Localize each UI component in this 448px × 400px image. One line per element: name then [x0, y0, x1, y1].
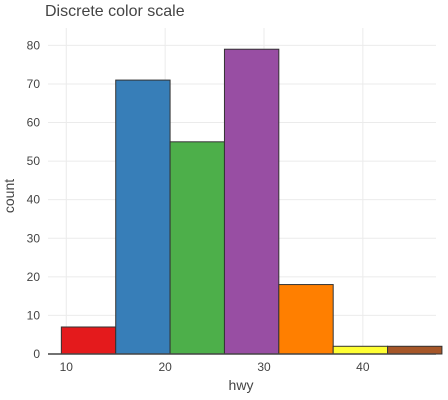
histogram-bar — [115, 79, 171, 355]
y-tick-label: 0 — [33, 347, 40, 361]
y-tick-label: 10 — [27, 308, 41, 322]
histogram-bar — [387, 345, 443, 355]
histogram-bar — [223, 48, 280, 355]
histogram-bar — [332, 345, 389, 355]
y-tick-label: 70 — [27, 77, 41, 91]
x-tick-label: 30 — [257, 360, 271, 374]
histogram-bars — [60, 48, 443, 355]
y-tick-label: 20 — [27, 270, 41, 284]
x-tick-label: 40 — [356, 360, 370, 374]
chart-title: Discrete color scale — [45, 3, 185, 20]
x-tick-label: 20 — [158, 360, 172, 374]
y-tick-label: 40 — [27, 193, 41, 207]
y-tick-label: 50 — [27, 154, 41, 168]
y-tick-label: 30 — [27, 231, 41, 245]
y-tick-label: 60 — [27, 116, 41, 130]
x-tick-label: 10 — [60, 360, 74, 374]
histogram-bar — [278, 284, 334, 355]
axes: 10 20 30 40 0 10 20 30 40 50 60 70 80 — [27, 38, 436, 374]
y-axis-title: count — [1, 179, 17, 213]
x-axis-title: hwy — [229, 377, 254, 393]
y-tick-label: 80 — [27, 38, 41, 52]
histogram-bar — [60, 326, 117, 355]
histogram-bar — [169, 141, 225, 355]
